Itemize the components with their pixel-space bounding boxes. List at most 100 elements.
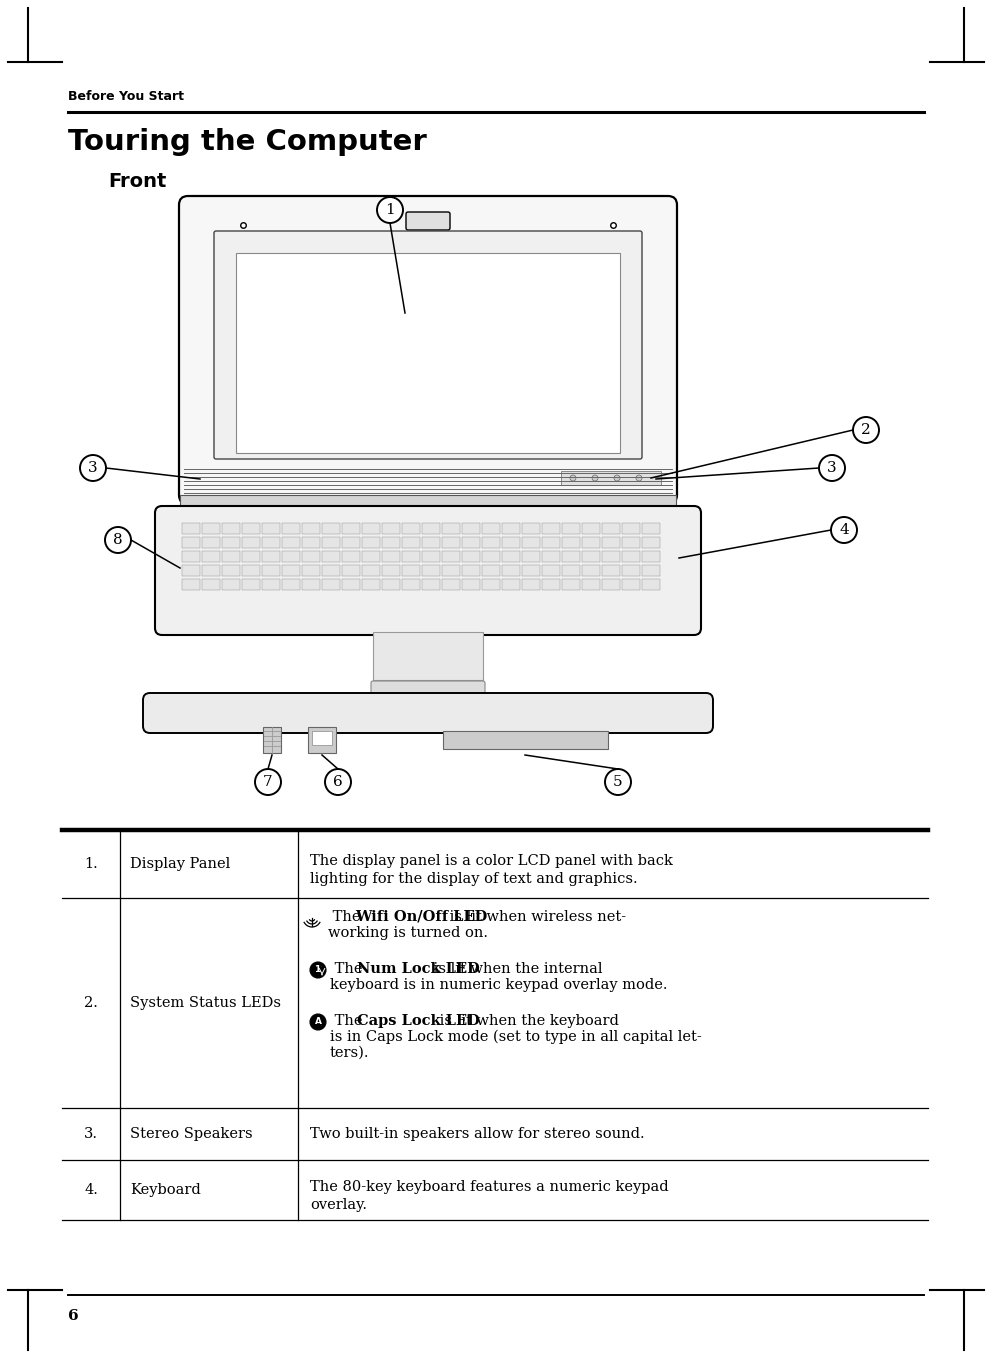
Bar <box>482 579 500 589</box>
Circle shape <box>831 517 857 543</box>
Text: The: The <box>330 1014 367 1028</box>
Text: Two built-in speakers allow for stereo sound.: Two built-in speakers allow for stereo s… <box>310 1127 645 1141</box>
Bar <box>382 551 400 562</box>
Text: 4: 4 <box>839 523 849 536</box>
Text: The display panel is a color LCD panel with back: The display panel is a color LCD panel w… <box>310 854 673 868</box>
Bar <box>582 536 600 549</box>
Circle shape <box>255 769 281 794</box>
Circle shape <box>310 1014 326 1029</box>
FancyBboxPatch shape <box>214 231 642 459</box>
Bar <box>642 551 660 562</box>
Bar <box>222 536 240 549</box>
Bar <box>462 579 480 589</box>
Bar <box>282 579 300 589</box>
Text: overlay.: overlay. <box>310 1198 367 1211</box>
Bar <box>382 536 400 549</box>
Bar <box>382 579 400 589</box>
Circle shape <box>819 455 845 481</box>
Text: 7: 7 <box>263 775 273 789</box>
Text: working is turned on.: working is turned on. <box>328 926 488 940</box>
Circle shape <box>636 475 642 481</box>
Bar <box>282 551 300 562</box>
Text: 6: 6 <box>333 775 343 789</box>
Bar <box>622 565 640 576</box>
Bar <box>502 523 520 534</box>
Bar <box>362 536 380 549</box>
Text: 8: 8 <box>113 532 123 547</box>
Bar <box>236 253 620 454</box>
FancyBboxPatch shape <box>406 212 450 230</box>
Bar <box>342 536 360 549</box>
Circle shape <box>80 455 106 481</box>
Bar <box>342 565 360 576</box>
Bar <box>362 551 380 562</box>
Text: is lit when wireless net-: is lit when wireless net- <box>445 910 626 923</box>
Bar <box>482 565 500 576</box>
Bar <box>382 565 400 576</box>
Bar <box>562 536 580 549</box>
Bar <box>262 565 280 576</box>
Bar <box>402 551 420 562</box>
Bar <box>422 579 440 589</box>
Text: Caps Lock LED: Caps Lock LED <box>357 1014 480 1028</box>
Bar <box>462 536 480 549</box>
Bar <box>582 551 600 562</box>
Bar <box>502 565 520 576</box>
Bar <box>622 536 640 549</box>
Bar <box>562 551 580 562</box>
Text: 1.: 1. <box>84 857 98 870</box>
Bar <box>442 536 460 549</box>
Circle shape <box>614 475 620 481</box>
Bar <box>202 551 220 562</box>
Text: The 80-key keyboard features a numeric keypad: The 80-key keyboard features a numeric k… <box>310 1180 669 1194</box>
Text: 5: 5 <box>613 775 623 789</box>
Bar <box>522 579 540 589</box>
Bar <box>262 523 280 534</box>
Bar <box>202 523 220 534</box>
Text: The: The <box>330 961 367 976</box>
Text: 3.: 3. <box>84 1127 98 1141</box>
Bar <box>642 579 660 589</box>
FancyBboxPatch shape <box>371 680 485 698</box>
Bar <box>542 565 560 576</box>
Bar <box>302 579 320 589</box>
Bar <box>602 536 620 549</box>
Text: 4.: 4. <box>84 1183 98 1196</box>
Bar <box>642 523 660 534</box>
Bar <box>262 579 280 589</box>
Bar <box>242 523 260 534</box>
Text: Front: Front <box>108 172 167 191</box>
Bar <box>522 523 540 534</box>
Bar <box>442 551 460 562</box>
Bar <box>542 551 560 562</box>
FancyBboxPatch shape <box>143 693 713 733</box>
Bar <box>222 579 240 589</box>
Bar <box>622 551 640 562</box>
Bar <box>502 551 520 562</box>
Bar <box>322 579 340 589</box>
Bar <box>542 536 560 549</box>
Bar <box>562 565 580 576</box>
Bar <box>402 579 420 589</box>
Bar <box>202 536 220 549</box>
Bar <box>542 523 560 534</box>
Bar <box>202 579 220 589</box>
Bar <box>443 731 608 750</box>
Bar <box>402 536 420 549</box>
Bar <box>182 523 200 534</box>
Bar <box>622 523 640 534</box>
Circle shape <box>592 475 598 481</box>
Bar <box>502 536 520 549</box>
Text: Stereo Speakers: Stereo Speakers <box>130 1127 253 1141</box>
Text: lighting for the display of text and graphics.: lighting for the display of text and gra… <box>310 872 638 885</box>
Text: is lit when the keyboard: is lit when the keyboard <box>435 1014 619 1028</box>
Text: 3: 3 <box>827 460 837 475</box>
Bar <box>180 496 676 513</box>
Bar <box>602 551 620 562</box>
Bar <box>402 565 420 576</box>
Bar <box>622 579 640 589</box>
Circle shape <box>325 769 351 794</box>
Bar <box>522 565 540 576</box>
Bar <box>342 579 360 589</box>
Text: Wifi On/Off LED: Wifi On/Off LED <box>355 910 487 923</box>
